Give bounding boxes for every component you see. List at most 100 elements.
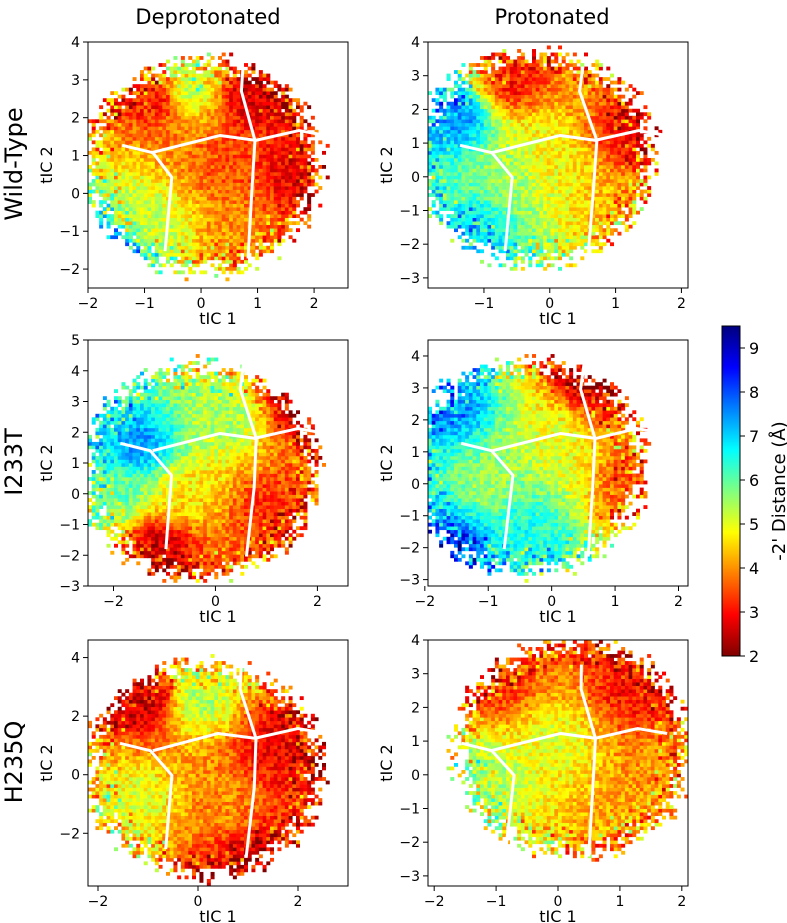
heatmap-cell [158, 186, 163, 190]
heatmap-cell [461, 126, 466, 131]
heatmap-cell [154, 80, 159, 85]
heatmap-cell [258, 207, 263, 211]
heatmap-cell [266, 214, 271, 219]
heatmap-cell [180, 256, 185, 261]
heatmap-cell [199, 140, 204, 145]
heatmap-cell [502, 126, 507, 131]
heatmap-cell [229, 150, 234, 155]
heatmap-cell [210, 140, 215, 145]
heatmap-cell [236, 133, 241, 138]
heatmap-cell [576, 143, 581, 148]
heatmap-cell [206, 122, 211, 127]
heatmap-cell [520, 259, 525, 264]
heatmap-cell [132, 186, 137, 190]
heatmap-cell [169, 91, 174, 96]
heatmap-cell [314, 182, 319, 187]
heatmap-cell [225, 157, 230, 162]
heatmap-cell [292, 165, 297, 169]
heatmap-cell [284, 172, 289, 176]
heatmap-cell [169, 224, 174, 229]
heatmap-cell [188, 87, 193, 92]
heatmap-cell [487, 161, 492, 166]
heatmap-cell [539, 252, 544, 257]
heatmap-cell [143, 150, 148, 155]
heatmap-cell [251, 63, 256, 67]
heatmap-cell [199, 224, 204, 229]
heatmap-cell [166, 179, 171, 183]
heatmap-cell [307, 182, 312, 187]
heatmap-cell [465, 172, 470, 176]
heatmap-cell [565, 87, 570, 92]
heatmap-cell [102, 165, 107, 169]
heatmap-cell [428, 129, 433, 134]
heatmap-cell [121, 165, 126, 169]
heatmap-cell [472, 129, 477, 134]
heatmap-cell [143, 87, 148, 92]
heatmap-cell [494, 133, 499, 138]
heatmap-cell [465, 98, 470, 103]
heatmap-cell [136, 172, 141, 176]
heatmap-cell [95, 182, 100, 187]
heatmap-cell [565, 235, 570, 240]
heatmap-cell [524, 168, 529, 173]
heatmap-cell [480, 249, 485, 254]
heatmap-cell [281, 186, 286, 190]
heatmap-cell [543, 101, 548, 106]
heatmap-cell [214, 249, 219, 254]
heatmap-cell [99, 200, 104, 204]
heatmap-cell [480, 98, 485, 103]
heatmap-cell [114, 165, 119, 169]
heatmap-cell [229, 98, 234, 103]
heatmap-cell [509, 112, 514, 117]
heatmap-cell [554, 129, 559, 134]
heatmap-cell [288, 214, 293, 219]
heatmap-cell [457, 147, 462, 152]
heatmap-cell [262, 87, 267, 92]
heatmap-cell [517, 126, 522, 131]
heatmap-cell [439, 207, 444, 211]
heatmap-cell [468, 186, 473, 190]
heatmap-cell [509, 108, 514, 113]
heatmap-cell [173, 228, 178, 233]
heatmap-cell [491, 189, 496, 194]
heatmap-cell [446, 122, 451, 127]
heatmap-cell [192, 77, 197, 81]
heatmap-cell [454, 150, 459, 155]
heatmap-cell [210, 231, 215, 236]
heatmap-cell [247, 147, 252, 152]
heatmap-cell [195, 210, 200, 215]
heatmap-cell [442, 168, 447, 173]
heatmap-cell [177, 147, 182, 152]
heatmap-cell [143, 172, 148, 176]
heatmap-cell [229, 115, 234, 120]
heatmap-cell [513, 231, 518, 236]
heatmap-cell [558, 52, 563, 57]
heatmap-cell [188, 245, 193, 250]
heatmap-cell [262, 150, 267, 155]
heatmap-cell [206, 182, 211, 187]
heatmap-cell [428, 91, 433, 96]
heatmap-cell [480, 94, 485, 99]
heatmap-cell [106, 168, 111, 173]
heatmap-cell [292, 147, 297, 152]
heatmap-cell [558, 147, 563, 152]
heatmap-cell [292, 203, 297, 208]
heatmap-cell [524, 228, 529, 233]
heatmap-cell [546, 105, 551, 110]
heatmap-cell [528, 207, 533, 211]
heatmap-cell [218, 119, 223, 124]
heatmap-cell [442, 122, 447, 127]
heatmap-cell [483, 94, 488, 99]
heatmap-cell [576, 59, 581, 64]
heatmap-cell [569, 126, 574, 131]
heatmap-cell [465, 196, 470, 201]
heatmap-cell [509, 249, 514, 254]
heatmap-cell [532, 238, 537, 243]
heatmap-cell [498, 70, 503, 74]
heatmap-cell [476, 168, 481, 173]
heatmap-cell [565, 136, 570, 141]
heatmap-cell [158, 98, 163, 103]
heatmap-cell [136, 115, 141, 120]
heatmap-cell [550, 143, 555, 148]
heatmap-cell [143, 154, 148, 159]
